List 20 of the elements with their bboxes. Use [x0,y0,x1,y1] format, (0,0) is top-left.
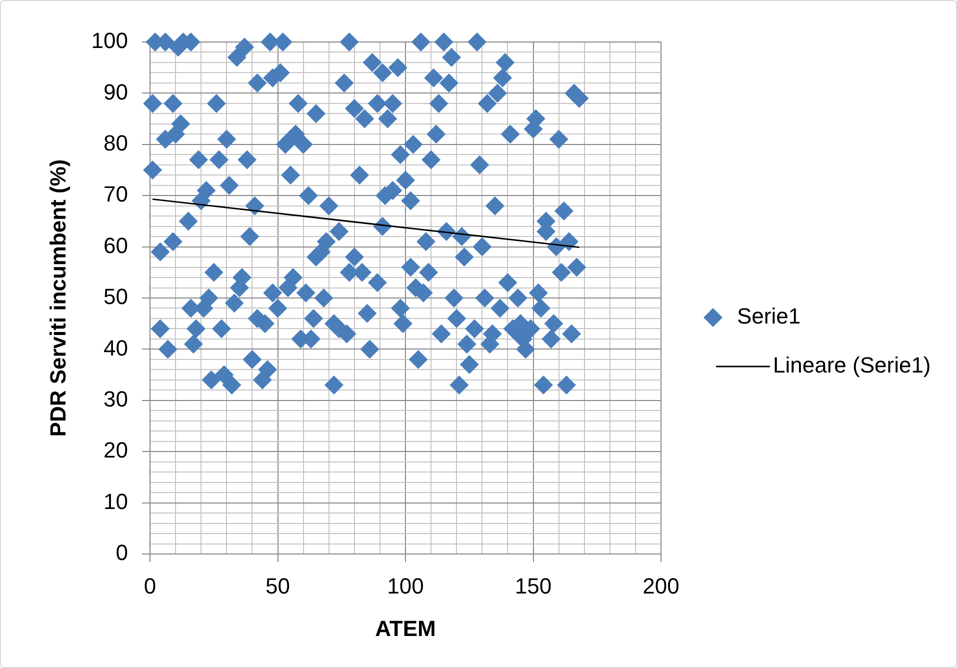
legend-label: Serie1 [737,304,801,329]
y-tick-label: 40 [104,335,128,360]
x-tick-label: 100 [387,573,424,598]
y-tick-label: 80 [104,130,128,156]
y-tick-label: 50 [104,284,128,310]
y-tick-label: 90 [104,79,128,104]
y-tick-label: 10 [104,488,128,514]
y-axis-title: PDR Serviti incumbent (%) [45,159,70,437]
y-tick-label: 60 [104,232,128,258]
x-tick-label: 150 [514,573,552,598]
x-tick-label: 0 [144,573,156,598]
legend-label: Lineare (Serie1) [773,352,931,378]
x-tick-label: 200 [642,573,680,598]
x-tick-label: 50 [266,573,290,598]
y-tick-label: 70 [104,182,128,207]
x-axis-title: ATEM [375,616,436,641]
y-tick-label: 0 [116,540,128,566]
y-tick-label: 100 [91,28,128,54]
y-tick-label: 30 [104,386,128,412]
y-tick-label: 20 [104,438,128,463]
